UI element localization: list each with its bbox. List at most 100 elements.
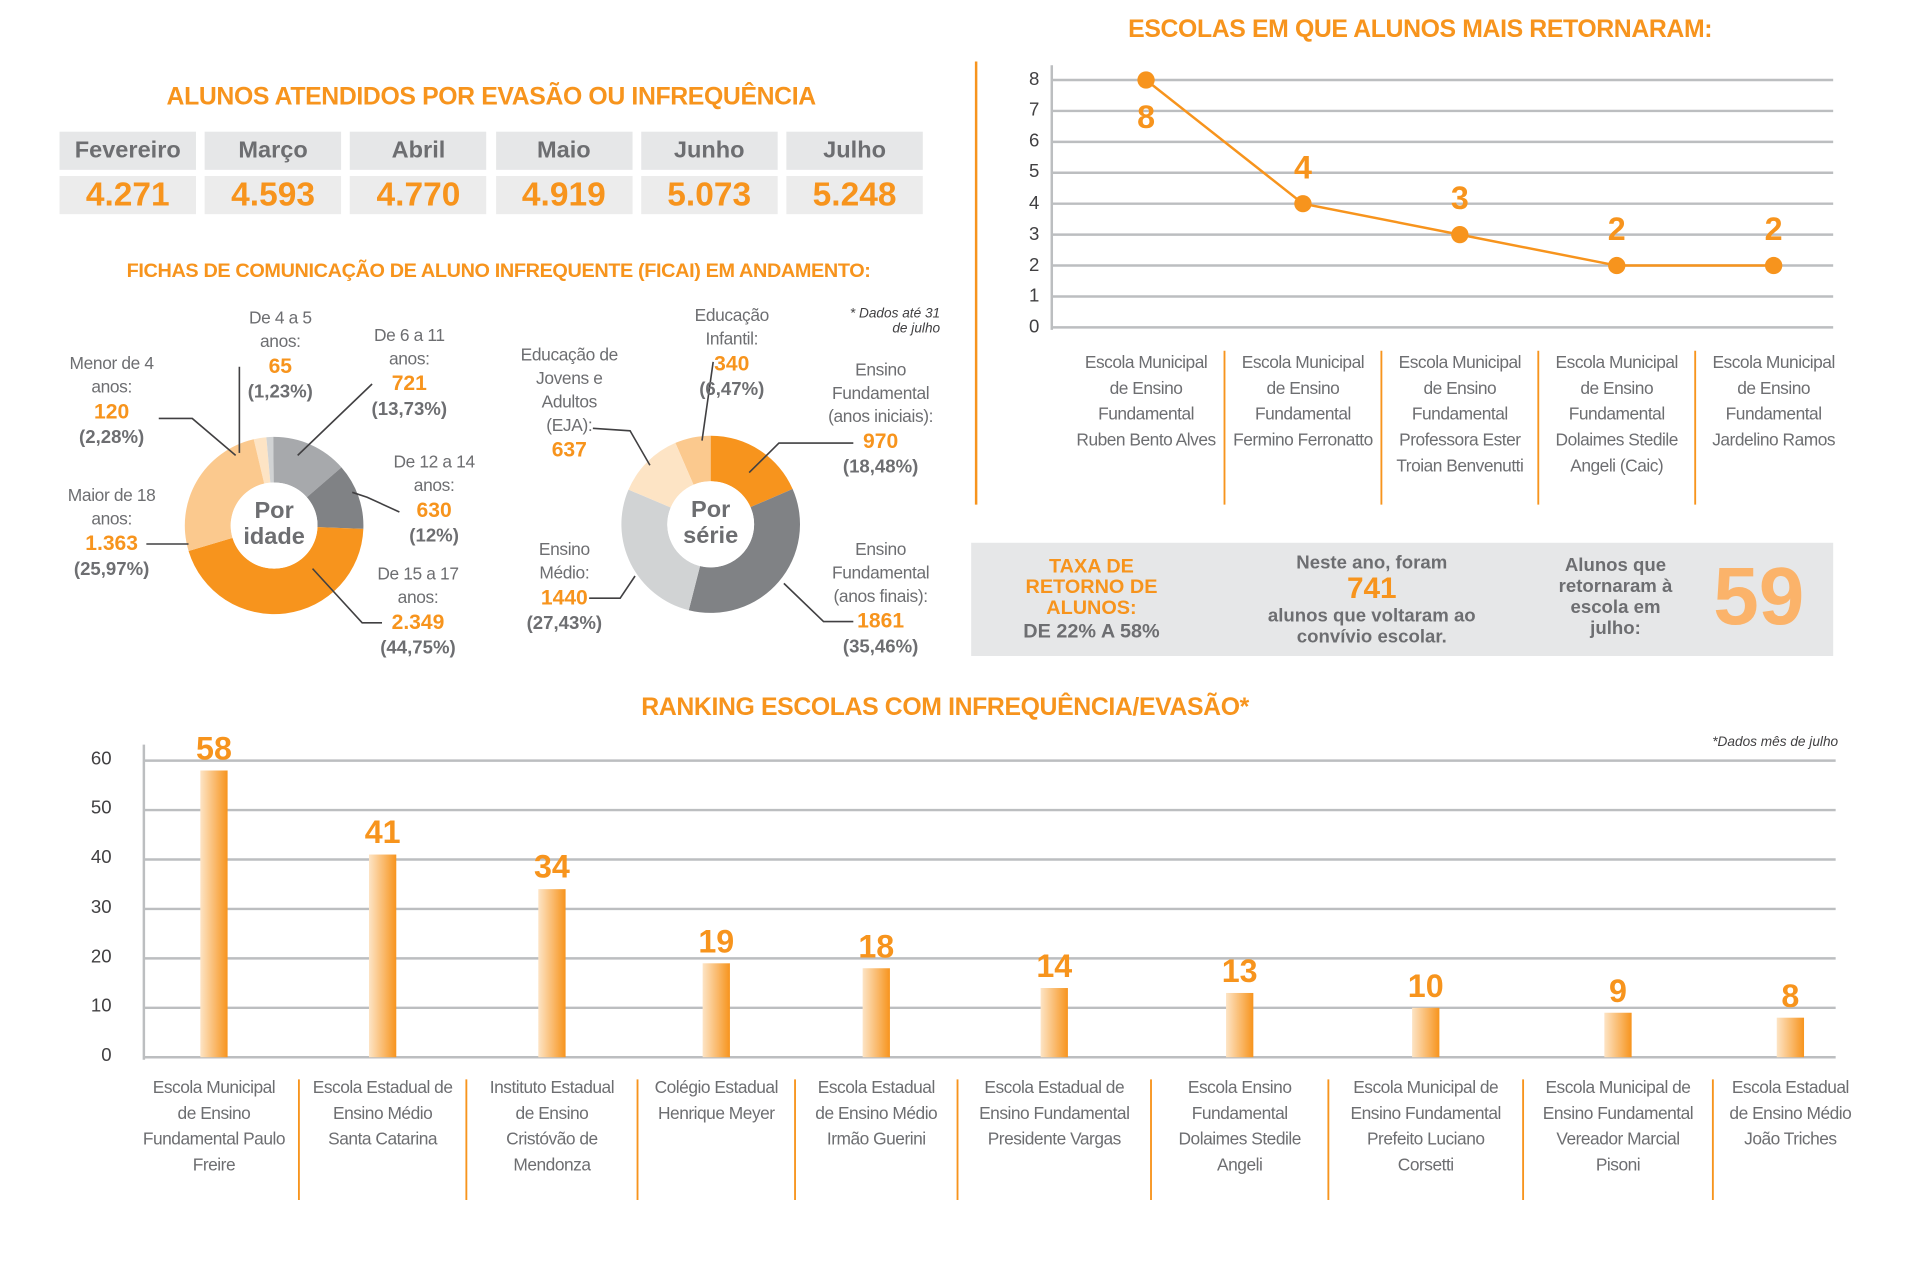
x-tick-label: Escola Estadual de Ensino Médio João Tri… xyxy=(1729,1076,1852,1149)
category-label: Menor de 4 anos: xyxy=(69,353,154,397)
month-header: Junho xyxy=(640,131,778,170)
x-tick-label: Escola Municipal de Ensino Fundamental D… xyxy=(1555,352,1679,476)
x-tick-label: Escola Municipal de Ensino Fundamental V… xyxy=(1542,1076,1694,1175)
bar-title: RANKING ESCOLAS COM INFREQUÊNCIA/EVASÃO* xyxy=(641,694,1249,722)
year-intro: Neste ano, foram xyxy=(1296,552,1448,574)
value-label: 1.363 xyxy=(85,531,139,556)
data-label: 58 xyxy=(196,729,232,767)
y-tick-label: 4 xyxy=(1029,192,1040,214)
bar-note: *Dados mês de julho xyxy=(1712,734,1839,750)
y-tick-label: 2 xyxy=(1029,254,1040,276)
category-label: De 12 a 14 anos: xyxy=(393,451,475,495)
data-label: 14 xyxy=(1036,947,1073,985)
donut-segment xyxy=(675,435,711,485)
data-label: 34 xyxy=(533,848,570,886)
data-label: 18 xyxy=(858,927,895,965)
data-label: 2 xyxy=(1607,210,1626,248)
value-label: 637 xyxy=(551,438,587,462)
donut-segment xyxy=(273,436,342,498)
category-label: Ensino Médio: xyxy=(538,539,590,583)
x-tick-label: Escola Estadual de Ensino Fundamental Pr… xyxy=(979,1076,1130,1149)
leader-line xyxy=(592,427,651,466)
percent-label: (35,46%) xyxy=(842,636,919,658)
bar xyxy=(538,889,566,1058)
rate-value: DE 22% A 58% xyxy=(1023,621,1160,643)
point xyxy=(1137,71,1155,89)
value-label: 970 xyxy=(863,429,899,453)
donut-hole xyxy=(230,482,318,569)
value-label: 65 xyxy=(268,354,293,378)
x-tick-label: Escola Municipal de Ensino Fundamental P… xyxy=(142,1076,286,1175)
bar xyxy=(862,968,890,1058)
month-value: 4.271 xyxy=(59,176,196,215)
month-value: 5.248 xyxy=(786,176,923,215)
percent-label: (6,47%) xyxy=(699,379,765,401)
data-label: 8 xyxy=(1781,977,1800,1014)
year-block: Neste ano, foram 741 alunos que voltaram… xyxy=(1260,553,1483,648)
category-label: De 15 a 17 anos: xyxy=(377,563,459,607)
percent-label: (2,28%) xyxy=(79,427,145,449)
monthly-title: ALUNOS ATENDIDOS POR EVASÃO OU INFREQUÊN… xyxy=(166,83,817,111)
value-label: 120 xyxy=(94,400,130,424)
leader-line xyxy=(783,582,854,623)
bar xyxy=(368,854,397,1058)
bar xyxy=(702,963,730,1058)
point xyxy=(1608,256,1626,275)
percent-label: (27,43%) xyxy=(526,612,603,634)
category-label: Educação de Jovens e Adultos (EJA): xyxy=(520,344,619,435)
category-label: Ensino Fundamental (anos finais): xyxy=(831,539,930,606)
data-label: 4 xyxy=(1293,148,1312,186)
y-tick-label: 0 xyxy=(1029,316,1040,338)
y-tick-label: 0 xyxy=(101,1044,112,1066)
donut-segment xyxy=(253,437,271,484)
donut-segment xyxy=(688,489,800,613)
july-block: Alunos que retornaram à escola em julho: xyxy=(1557,555,1675,639)
leader-line xyxy=(589,575,636,599)
percent-label: (18,48%) xyxy=(842,456,919,478)
x-tick-label: Colégio Estadual Henrique Meyer xyxy=(654,1076,779,1123)
point xyxy=(1294,195,1312,213)
leader-line xyxy=(701,361,714,441)
data-label: 10 xyxy=(1407,967,1444,1005)
donut-label: Menor de 4 anos: 120 (2,28%) xyxy=(67,352,156,450)
donut-segment xyxy=(306,467,364,529)
y-tick-label: 5 xyxy=(1029,161,1040,183)
y-tick-label: 30 xyxy=(90,896,112,918)
x-tick-label: Escola Estadual de Ensino Médio Santa Ca… xyxy=(312,1076,453,1149)
july-value: 59 xyxy=(1713,550,1805,642)
leader-line xyxy=(311,568,383,624)
bar xyxy=(1412,1007,1440,1058)
percent-label: (44,75%) xyxy=(380,637,456,659)
donut-center-label: Por idade xyxy=(243,498,305,551)
donut-label: De 15 a 17 anos: 2.349 (44,75%) xyxy=(367,562,469,660)
donut-label: Ensino Fundamental (anos finais): 1861 (35… xyxy=(819,538,943,660)
month-header: Março xyxy=(204,131,342,170)
july-text: Alunos que retornaram à escola em julho: xyxy=(1558,555,1673,639)
bar xyxy=(1776,1017,1805,1058)
year-text: alunos que voltaram ao convívio escolar. xyxy=(1267,605,1476,648)
y-tick-label: 8 xyxy=(1029,68,1040,90)
line-title: ESCOLAS EM QUE ALUNOS MAIS RETORNARAM: xyxy=(1128,16,1713,44)
value-label: 2.349 xyxy=(391,610,445,634)
category-label: De 4 a 5 anos: xyxy=(248,307,312,351)
data-label: 13 xyxy=(1221,952,1258,990)
value-label: 340 xyxy=(714,352,750,376)
month-value: 4.593 xyxy=(204,176,342,215)
x-tick-label: Escola Municipal de Ensino Fundamental F… xyxy=(1233,352,1373,450)
point xyxy=(1764,256,1783,275)
donut-label: Educação Infantil: 340 (6,47%) xyxy=(682,304,781,402)
percent-label: (13,73%) xyxy=(371,398,448,420)
donut-center-label: Por série xyxy=(683,497,739,549)
donut-label: Ensino Fundamental (anos iniciais): 970 (1… xyxy=(819,358,943,480)
donut-label: Maior de 18 anos: 1.363 (25,97%) xyxy=(55,484,169,582)
donut-segment xyxy=(266,436,274,483)
y-tick-label: 6 xyxy=(1029,130,1040,152)
point xyxy=(1451,226,1469,244)
x-tick-label: Instituto Estadual de Ensino Cristóvão d… xyxy=(489,1076,615,1175)
y-tick-label: 20 xyxy=(90,946,112,967)
month-value: 4.770 xyxy=(350,176,487,215)
x-tick-label: Escola Municipal de Ensino Fundamental J… xyxy=(1712,352,1836,450)
x-tick-label: Escola Estadual de Ensino Médio Irmão Gu… xyxy=(815,1076,938,1149)
